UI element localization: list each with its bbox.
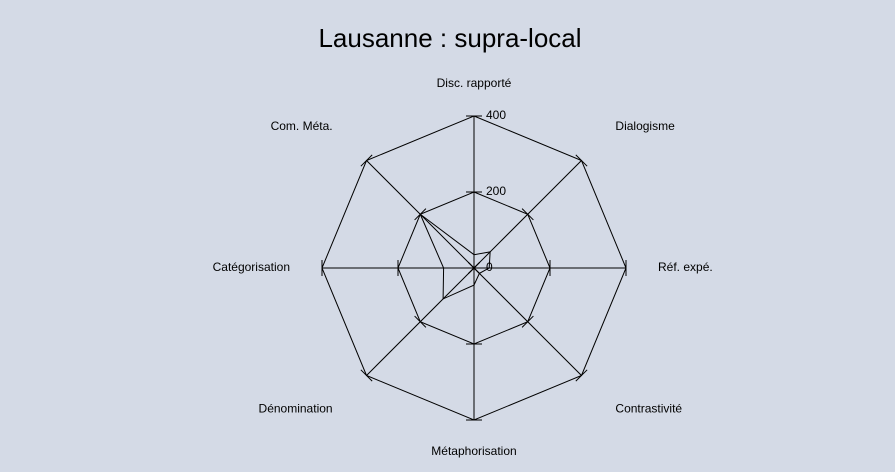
tick-mark (575, 154, 588, 167)
chart-title: Lausanne : supra-local (318, 23, 581, 53)
category-label: Dialogisme (615, 119, 675, 133)
tick-label: 400 (486, 108, 506, 122)
tick-label: 200 (486, 184, 506, 198)
tick-mark (575, 369, 588, 382)
tick-mark (414, 315, 427, 328)
category-label: Com. Méta. (271, 119, 333, 133)
tick-mark (467, 261, 481, 275)
tick-mark (521, 208, 534, 221)
category-label: Réf. expé. (658, 260, 713, 274)
category-label: Dénomination (259, 402, 333, 416)
tick-mark (360, 369, 373, 382)
category-label: Disc. rapporté (437, 76, 512, 90)
tick-mark (360, 154, 373, 167)
category-label: Catégorisation (213, 260, 290, 274)
category-label: Contrastivité (615, 402, 682, 416)
tick-mark (521, 315, 534, 328)
data-area (419, 212, 491, 300)
category-label: Métaphorisation (431, 444, 516, 458)
